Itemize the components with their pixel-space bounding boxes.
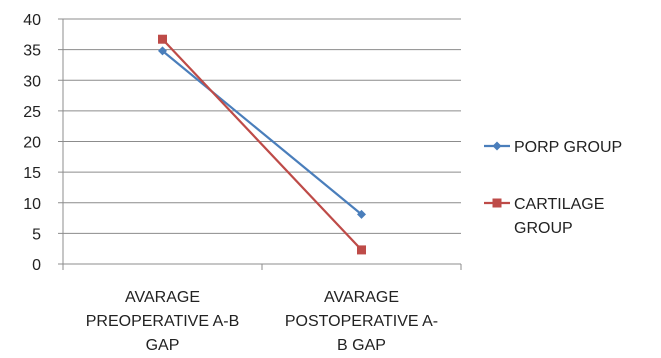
- y-tick-label: 10: [23, 196, 41, 213]
- legend-marker-square: [492, 198, 502, 208]
- y-tick-label: 15: [23, 165, 41, 182]
- gridlines: [63, 18, 461, 234]
- series-line: [161, 50, 363, 216]
- data-point-diamond: [357, 209, 366, 219]
- data-point-diamond: [158, 46, 167, 56]
- x-category-label: GAP: [146, 337, 180, 354]
- y-tick-label: 35: [23, 43, 41, 60]
- data-point-square: [158, 34, 167, 44]
- series-line: [161, 38, 363, 251]
- data-point-square: [357, 245, 366, 255]
- legend-label: GROUP: [514, 220, 573, 237]
- y-tick-label: 25: [23, 104, 41, 121]
- x-category-label: AVARAGE: [324, 289, 399, 306]
- x-category-labels: AVARAGE PREOPERATIVE A-B GAP AVARAGE POSTOPE…: [86, 289, 438, 354]
- legend: PORP GROUP CARTILAGE GROUP: [484, 139, 622, 237]
- x-category-label: PREOPERATIVE A-B: [86, 313, 240, 330]
- legend-label: CARTILAGE: [514, 196, 604, 213]
- x-category-label: AVARAGE: [125, 289, 200, 306]
- y-tick-label: 30: [23, 73, 41, 90]
- y-tick-label: 20: [23, 135, 41, 152]
- y-tick-label: 40: [23, 12, 41, 29]
- x-category-label: B GAP: [337, 337, 386, 354]
- legend-label: PORP GROUP: [514, 139, 622, 156]
- series: [158, 34, 366, 255]
- y-tick-label: 0: [32, 257, 41, 274]
- legend-marker-diamond: [492, 141, 502, 151]
- y-tick-labels: 0 5 10 15 20 25 30 35 40: [23, 12, 41, 274]
- axes: [58, 18, 462, 270]
- x-category-label: POSTOPERATIVE A-: [285, 313, 438, 330]
- y-tick-label: 5: [32, 226, 41, 243]
